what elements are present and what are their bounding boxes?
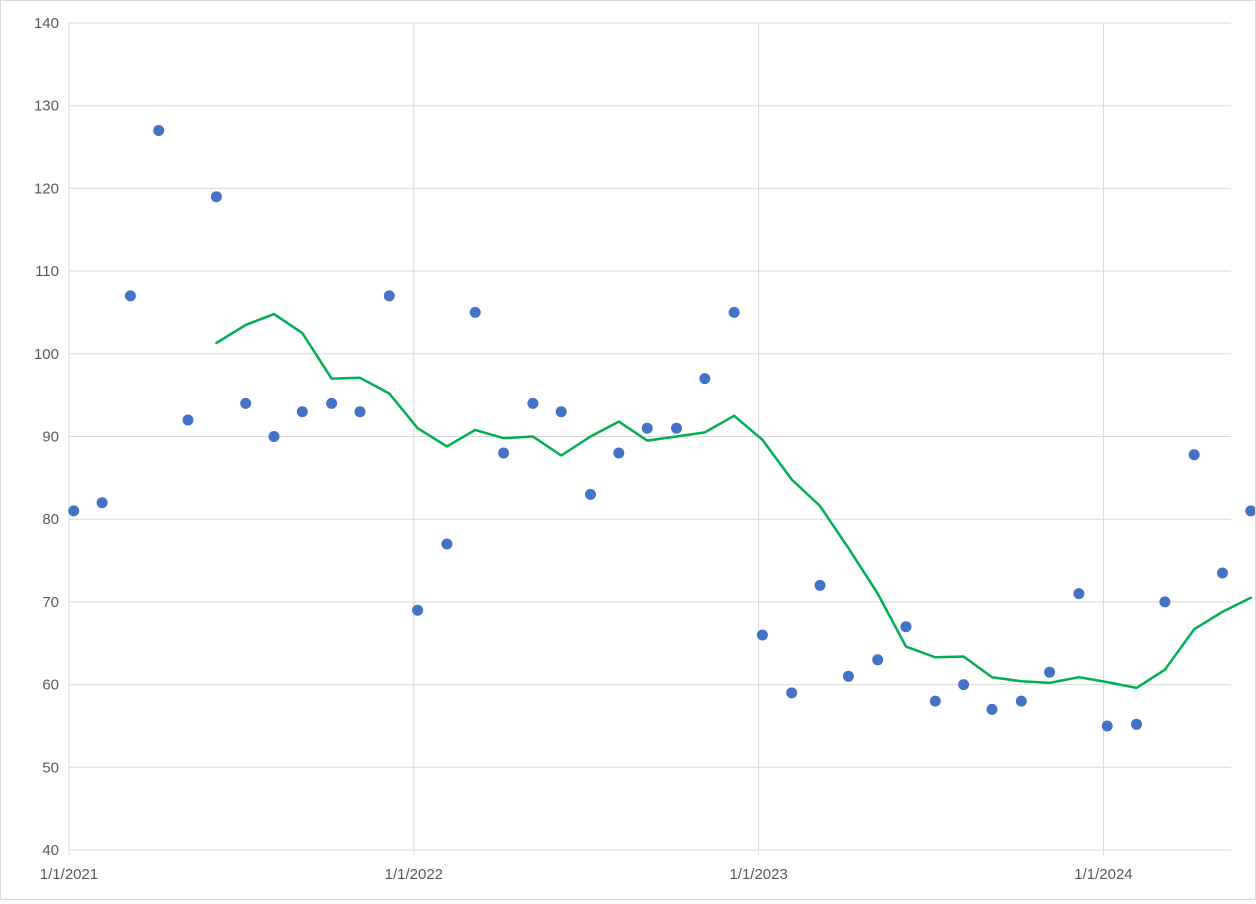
data-point	[296, 406, 308, 418]
y-tick-label: 60	[42, 677, 59, 694]
x-tick-label: 1/1/2021	[40, 866, 98, 883]
y-tick-label: 70	[42, 594, 59, 611]
data-point	[268, 431, 280, 442]
x-tick-label: 1/1/2023	[729, 866, 787, 883]
data-point	[1131, 718, 1142, 730]
data-point	[814, 579, 826, 591]
data-point	[240, 397, 252, 409]
x-tick-label: 1/1/2022	[385, 866, 443, 883]
data-point	[786, 687, 798, 699]
data-point	[96, 497, 108, 509]
y-tick-label: 90	[42, 429, 59, 446]
data-point	[671, 422, 682, 434]
data-point	[1073, 588, 1085, 600]
data-point	[728, 306, 740, 318]
data-point	[1044, 666, 1056, 678]
data-point	[412, 604, 424, 616]
y-tick-label: 80	[42, 511, 59, 528]
data-point	[469, 306, 481, 318]
data-point	[585, 488, 596, 500]
y-tick-label: 40	[42, 842, 59, 859]
y-axis-tick-labels: 40 50 60 70 80 90 100 110 120 130 140	[34, 15, 59, 859]
y-tick-label: 50	[42, 759, 59, 776]
trend-line-series	[215, 312, 1253, 690]
data-point	[1159, 596, 1171, 608]
data-point	[153, 125, 165, 136]
data-point	[756, 629, 768, 641]
scatter-points-series	[68, 125, 1256, 732]
data-point	[354, 406, 366, 418]
y-tick-label: 100	[34, 346, 59, 363]
data-point	[1015, 695, 1027, 707]
data-point	[182, 414, 194, 426]
data-point	[1245, 505, 1256, 517]
y-tick-label: 140	[34, 15, 59, 32]
data-point	[699, 373, 711, 385]
data-point	[986, 703, 998, 715]
data-point	[527, 397, 539, 409]
x-tick-label: 1/1/2024	[1074, 866, 1132, 883]
data-point	[441, 538, 453, 550]
y-tick-label: 130	[34, 98, 59, 115]
data-point	[872, 654, 884, 666]
data-point	[210, 191, 222, 203]
data-point	[613, 447, 625, 459]
data-point	[498, 447, 510, 459]
y-tick-label: 110	[35, 263, 59, 280]
data-point	[68, 505, 80, 517]
x-axis-tick-labels: 1/1/2021 1/1/2022 1/1/2023 1/1/2024	[40, 866, 1133, 883]
data-point	[958, 679, 970, 691]
y-tick-label: 120	[34, 180, 59, 197]
data-point	[383, 290, 395, 302]
data-point	[842, 670, 854, 682]
data-point	[641, 422, 653, 434]
data-point	[1101, 720, 1113, 732]
data-point	[900, 621, 912, 633]
data-point	[555, 406, 567, 418]
data-point	[929, 695, 941, 707]
horizontal-gridlines	[69, 22, 1231, 851]
data-point	[124, 290, 136, 302]
trend-line	[215, 312, 1253, 690]
data-point	[326, 397, 338, 409]
data-point	[1217, 567, 1228, 579]
data-point	[1188, 449, 1200, 461]
